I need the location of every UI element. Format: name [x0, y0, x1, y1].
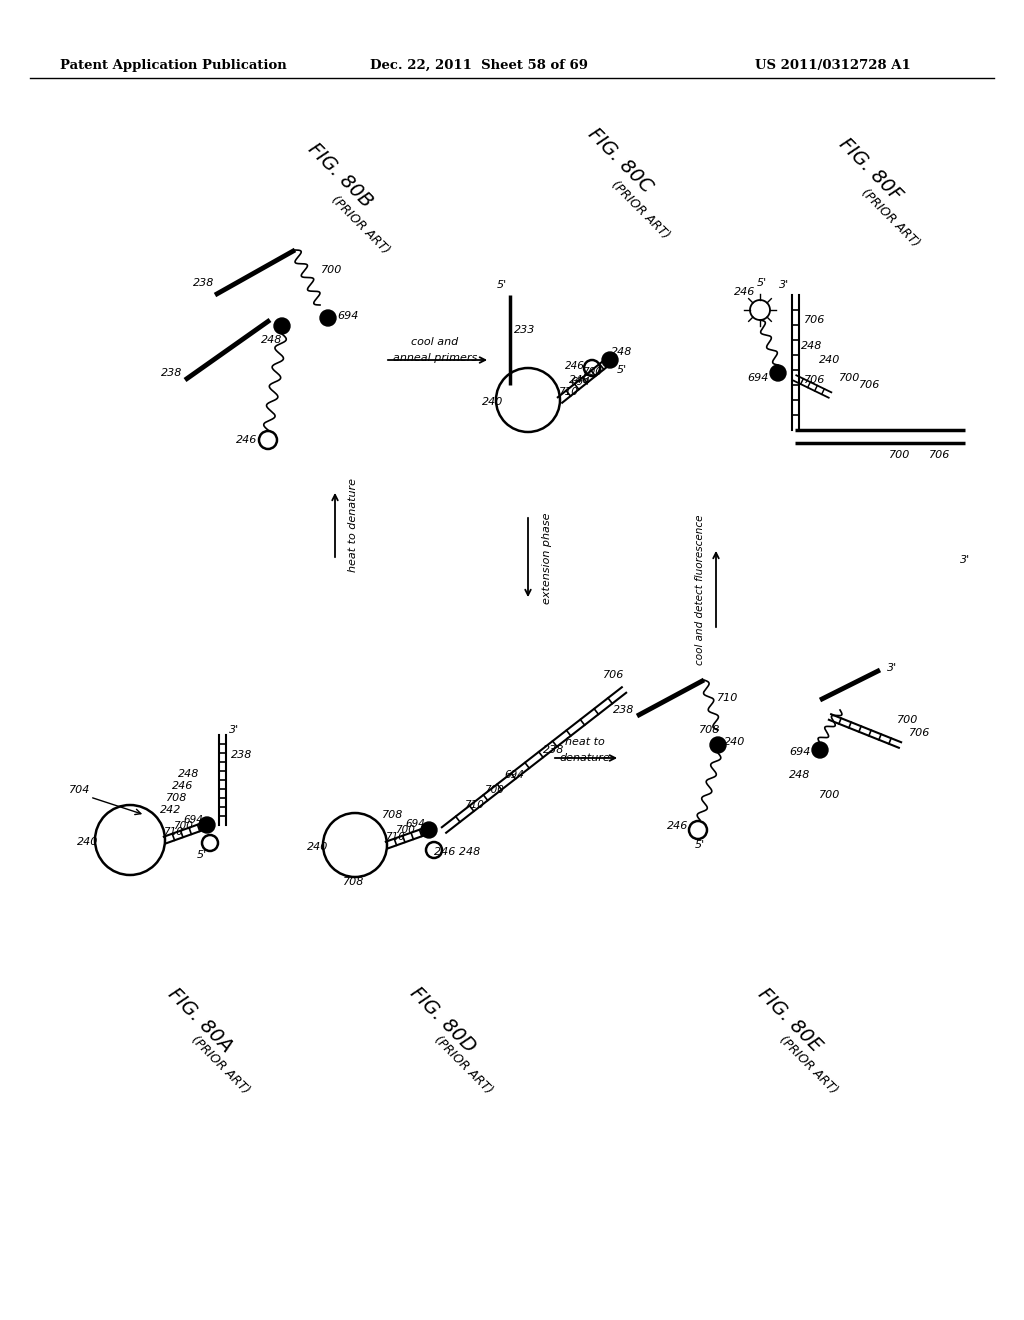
Text: 3': 3' — [779, 280, 790, 290]
Circle shape — [319, 310, 336, 326]
Text: (PRIOR ART): (PRIOR ART) — [858, 186, 922, 249]
Text: extension phase: extension phase — [542, 512, 552, 603]
Text: 246: 246 — [172, 781, 194, 791]
Text: 700: 700 — [897, 715, 919, 725]
Text: 3': 3' — [959, 554, 970, 565]
Text: (PRIOR ART): (PRIOR ART) — [188, 1034, 252, 1097]
Text: 694: 694 — [183, 814, 203, 825]
Text: 240: 240 — [724, 737, 745, 747]
Circle shape — [710, 737, 726, 752]
Text: 5': 5' — [695, 840, 706, 850]
Text: 706: 706 — [804, 315, 825, 325]
Text: 694: 694 — [748, 374, 769, 383]
Text: 700: 700 — [395, 825, 415, 836]
Text: FIG. 80C: FIG. 80C — [584, 124, 656, 197]
Text: 710: 710 — [464, 800, 484, 810]
Text: 710: 710 — [558, 387, 578, 397]
Text: 700: 700 — [322, 265, 343, 275]
Text: 710: 710 — [163, 828, 183, 837]
Text: 694: 694 — [504, 770, 524, 780]
Text: 240: 240 — [482, 397, 504, 407]
Text: heat to: heat to — [565, 737, 605, 747]
Text: 246: 246 — [237, 436, 258, 445]
Text: 246 248: 246 248 — [434, 847, 480, 857]
Text: 694: 694 — [337, 312, 358, 321]
Circle shape — [199, 817, 215, 833]
Text: 248: 248 — [261, 335, 283, 345]
Text: 248: 248 — [178, 770, 200, 779]
Text: 238: 238 — [544, 744, 564, 755]
Text: Patent Application Publication: Patent Application Publication — [60, 58, 287, 71]
Text: 248: 248 — [802, 341, 822, 351]
Text: FIG. 80F: FIG. 80F — [835, 135, 905, 205]
Text: 242: 242 — [161, 805, 181, 814]
Text: 704: 704 — [70, 785, 91, 795]
Text: FIG. 80A: FIG. 80A — [164, 983, 236, 1056]
Text: 5': 5' — [497, 280, 507, 290]
Text: 233: 233 — [514, 325, 536, 335]
Text: cool and: cool and — [412, 337, 459, 347]
Text: 238: 238 — [194, 279, 215, 288]
Text: 246: 246 — [668, 821, 689, 832]
Text: heat to denature: heat to denature — [348, 478, 358, 572]
Text: 708: 708 — [166, 793, 187, 803]
Text: 246: 246 — [569, 375, 591, 385]
Text: 240: 240 — [307, 842, 329, 851]
Text: Dec. 22, 2011  Sheet 58 of 69: Dec. 22, 2011 Sheet 58 of 69 — [370, 58, 588, 71]
Text: 248: 248 — [790, 770, 811, 780]
Text: 700: 700 — [819, 789, 841, 800]
Text: 3': 3' — [229, 725, 239, 735]
Text: FIG. 80D: FIG. 80D — [407, 983, 479, 1056]
Text: 708: 708 — [343, 876, 365, 887]
Text: 5': 5' — [197, 850, 207, 861]
Text: 3': 3' — [887, 663, 897, 673]
Text: anneal primers: anneal primers — [393, 352, 477, 363]
Text: cool and detect fluorescence: cool and detect fluorescence — [695, 515, 705, 665]
Text: (PRIOR ART): (PRIOR ART) — [608, 178, 672, 242]
Text: 710: 710 — [718, 693, 738, 704]
Text: 708: 708 — [382, 810, 403, 820]
Text: 694: 694 — [570, 378, 590, 387]
Text: 706: 706 — [804, 375, 825, 385]
Text: FIG. 80E: FIG. 80E — [755, 985, 825, 1056]
Text: US 2011/0312728 A1: US 2011/0312728 A1 — [755, 58, 910, 71]
Circle shape — [812, 742, 828, 758]
Text: denature: denature — [560, 752, 610, 763]
Text: 706: 706 — [930, 450, 950, 459]
Text: 248: 248 — [611, 347, 633, 356]
Circle shape — [770, 366, 786, 381]
Text: 700: 700 — [173, 821, 193, 832]
Text: 246: 246 — [734, 286, 756, 297]
Text: 238: 238 — [162, 368, 182, 378]
Text: 706: 706 — [603, 671, 625, 680]
Text: 238: 238 — [231, 750, 253, 760]
Text: 700: 700 — [889, 450, 910, 459]
Text: 700: 700 — [484, 785, 504, 795]
Circle shape — [602, 352, 618, 368]
Text: 5': 5' — [616, 366, 627, 375]
Text: 694: 694 — [790, 747, 811, 756]
Text: 700: 700 — [840, 374, 861, 383]
Circle shape — [421, 822, 437, 838]
Text: 240: 240 — [819, 355, 841, 366]
Text: 700: 700 — [582, 367, 602, 378]
Circle shape — [274, 318, 290, 334]
Text: 240: 240 — [78, 837, 98, 847]
Text: 694: 694 — [406, 818, 425, 829]
Text: 238: 238 — [613, 705, 635, 715]
Text: 706: 706 — [909, 729, 931, 738]
Text: 708: 708 — [699, 725, 721, 735]
Text: 706: 706 — [859, 380, 881, 389]
Text: 710: 710 — [385, 832, 404, 842]
Text: (PRIOR ART): (PRIOR ART) — [776, 1034, 840, 1097]
Text: FIG. 80B: FIG. 80B — [304, 139, 376, 211]
Text: 246: 246 — [565, 360, 585, 371]
Text: (PRIOR ART): (PRIOR ART) — [329, 193, 392, 257]
Text: (PRIOR ART): (PRIOR ART) — [431, 1034, 495, 1097]
Text: 5': 5' — [757, 279, 767, 288]
